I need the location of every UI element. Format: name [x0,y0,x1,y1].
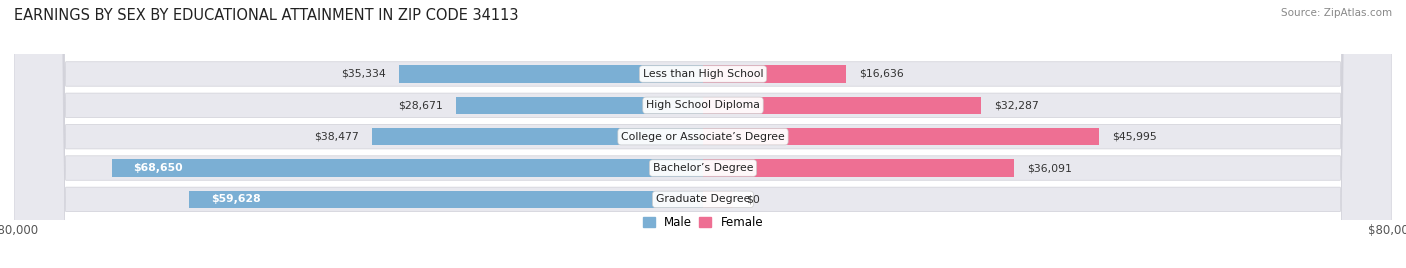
Text: $0: $0 [747,194,759,204]
Text: $35,334: $35,334 [342,69,385,79]
Text: EARNINGS BY SEX BY EDUCATIONAL ATTAINMENT IN ZIP CODE 34113: EARNINGS BY SEX BY EDUCATIONAL ATTAINMEN… [14,8,519,23]
FancyBboxPatch shape [14,0,1392,268]
Bar [456,97,703,114]
Bar [703,191,733,208]
Text: $28,671: $28,671 [398,100,443,110]
Legend: Male, Female: Male, Female [638,211,768,234]
FancyBboxPatch shape [14,0,1392,268]
Text: Source: ZipAtlas.com: Source: ZipAtlas.com [1281,8,1392,18]
Text: High School Diploma: High School Diploma [647,100,759,110]
Text: $45,995: $45,995 [1112,132,1157,142]
Bar [190,191,703,208]
Bar [399,65,703,83]
Text: $16,636: $16,636 [859,69,904,79]
Bar [371,128,703,145]
Text: $38,477: $38,477 [314,132,359,142]
Bar [112,159,703,177]
Text: Less than High School: Less than High School [643,69,763,79]
Bar [703,128,1099,145]
Text: College or Associate’s Degree: College or Associate’s Degree [621,132,785,142]
Text: $32,287: $32,287 [994,100,1039,110]
FancyBboxPatch shape [14,0,1392,268]
Text: Graduate Degree: Graduate Degree [655,194,751,204]
Bar [703,159,1014,177]
Text: Bachelor’s Degree: Bachelor’s Degree [652,163,754,173]
Bar [703,97,981,114]
Text: $36,091: $36,091 [1026,163,1071,173]
Bar [703,65,846,83]
FancyBboxPatch shape [14,0,1392,268]
Text: $68,650: $68,650 [134,163,183,173]
Text: $59,628: $59,628 [211,194,260,204]
FancyBboxPatch shape [14,0,1392,268]
